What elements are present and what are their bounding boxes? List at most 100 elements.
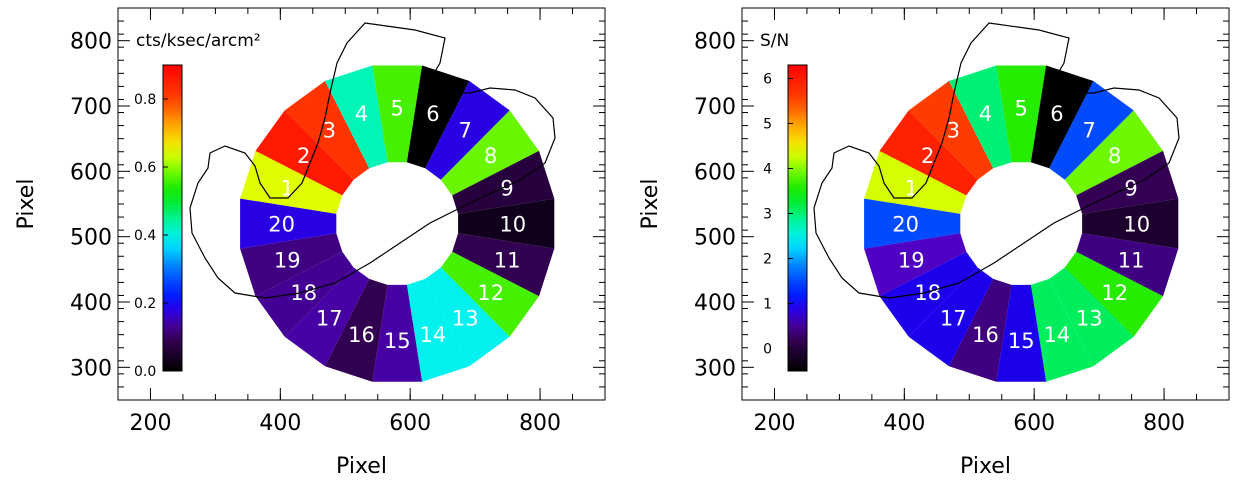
- sector-14: [1030, 278, 1094, 382]
- sector-label-6: 6: [1050, 102, 1063, 126]
- y-tick-label: 800: [70, 30, 112, 55]
- sector-9: [452, 150, 555, 214]
- sector-label-10: 10: [499, 213, 526, 237]
- colorbar-tick-label: 3: [763, 207, 772, 223]
- sector-10: [458, 198, 555, 249]
- sector-12: [1064, 251, 1163, 337]
- sector-19: [240, 233, 343, 297]
- colorbar-tick-label: 0.6: [134, 160, 156, 176]
- sector-label-14: 14: [1044, 323, 1071, 347]
- sector-label-7: 7: [1083, 119, 1096, 143]
- sector-label-17: 17: [940, 307, 967, 331]
- sector-label-2: 2: [921, 144, 934, 168]
- x-tick-label: 600: [389, 411, 431, 436]
- colorbar-label: S/N: [760, 31, 789, 51]
- sector-label-1: 1: [905, 177, 918, 201]
- y-axis-label: Pixel: [638, 179, 663, 230]
- sector-label-11: 11: [1118, 249, 1145, 273]
- y-tick-label: 700: [70, 95, 112, 120]
- sector-13: [1049, 267, 1134, 367]
- sector-label-8: 8: [1108, 144, 1121, 168]
- y-tick-label: 700: [694, 95, 736, 120]
- sector-label-6: 6: [426, 102, 439, 126]
- sector-18: [879, 251, 978, 337]
- x-axis-label: Pixel: [960, 454, 1011, 479]
- sector-16: [949, 278, 1012, 382]
- sector-label-19: 19: [898, 249, 925, 273]
- sector-3: [908, 81, 994, 180]
- colorbar-tick-label: 5: [763, 117, 772, 133]
- sector-label-15: 15: [1008, 329, 1035, 353]
- sector-label-20: 20: [892, 213, 919, 237]
- sector-4: [949, 65, 1012, 169]
- sector-label-4: 4: [355, 102, 368, 126]
- sector-label-5: 5: [1015, 96, 1028, 120]
- sector-15: [372, 284, 423, 382]
- y-tick-label: 500: [694, 226, 736, 251]
- sector-label-18: 18: [914, 281, 941, 305]
- sector-label-4: 4: [979, 102, 992, 126]
- sector-label-16: 16: [348, 323, 375, 347]
- sector-label-7: 7: [459, 119, 472, 143]
- sector-16: [325, 278, 388, 382]
- sector-label-16: 16: [972, 323, 999, 347]
- sector-7: [1049, 81, 1134, 180]
- y-tick-label: 400: [70, 291, 112, 316]
- sector-20: [240, 198, 337, 249]
- x-tick-label: 200: [129, 411, 171, 436]
- sector-label-9: 9: [1124, 177, 1137, 201]
- x-axis-label: Pixel: [336, 454, 387, 479]
- sector-label-20: 20: [268, 213, 295, 237]
- colorbar-label: cts/ksec/arcm²: [136, 31, 261, 51]
- sector-label-15: 15: [384, 329, 411, 353]
- sector-3: [284, 81, 370, 180]
- sector-1: [864, 150, 967, 214]
- sector-label-14: 14: [420, 323, 447, 347]
- sector-label-13: 13: [452, 307, 479, 331]
- sector-19: [864, 233, 967, 297]
- sector-17: [284, 267, 370, 367]
- sector-label-5: 5: [391, 96, 404, 120]
- sector-8: [440, 110, 539, 196]
- sector-label-9: 9: [500, 177, 513, 201]
- sector-12: [440, 251, 539, 337]
- y-tick-label: 600: [694, 160, 736, 185]
- sector-18: [255, 251, 354, 337]
- sector-label-1: 1: [281, 177, 294, 201]
- sector-label-2: 2: [297, 144, 310, 168]
- region-contour: [189, 22, 556, 299]
- sector-label-13: 13: [1076, 307, 1103, 331]
- colorbar-tick-label: 1: [763, 297, 772, 313]
- sector-6: [1030, 65, 1094, 169]
- sector-label-3: 3: [323, 119, 336, 143]
- y-axis-label: Pixel: [14, 179, 39, 230]
- sector-label-17: 17: [316, 307, 343, 331]
- colorbar-tick-label: 0.0: [134, 364, 156, 380]
- sector-4: [325, 65, 388, 169]
- y-tick-label: 600: [70, 160, 112, 185]
- sector-5: [996, 65, 1047, 163]
- sector-label-8: 8: [484, 144, 497, 168]
- colorbar-tick-label: 4: [763, 162, 772, 178]
- x-tick-label: 800: [519, 411, 561, 436]
- colorbar-tick-label: 0.4: [134, 228, 156, 244]
- sector-label-10: 10: [1123, 213, 1150, 237]
- sector-label-12: 12: [1101, 281, 1128, 305]
- y-tick-label: 500: [70, 226, 112, 251]
- sector-10: [1082, 198, 1179, 249]
- y-tick-label: 800: [694, 30, 736, 55]
- sector-20: [864, 198, 961, 249]
- sector-label-18: 18: [290, 281, 317, 305]
- sector-15: [996, 284, 1047, 382]
- sector-2: [879, 110, 978, 196]
- sector-label-11: 11: [494, 249, 521, 273]
- sector-11: [1076, 233, 1179, 297]
- sector-label-12: 12: [477, 281, 504, 305]
- colorbar-tick-label: 0.8: [134, 92, 156, 108]
- sector-7: [425, 81, 510, 180]
- sector-13: [425, 267, 510, 367]
- sector-14: [406, 278, 470, 382]
